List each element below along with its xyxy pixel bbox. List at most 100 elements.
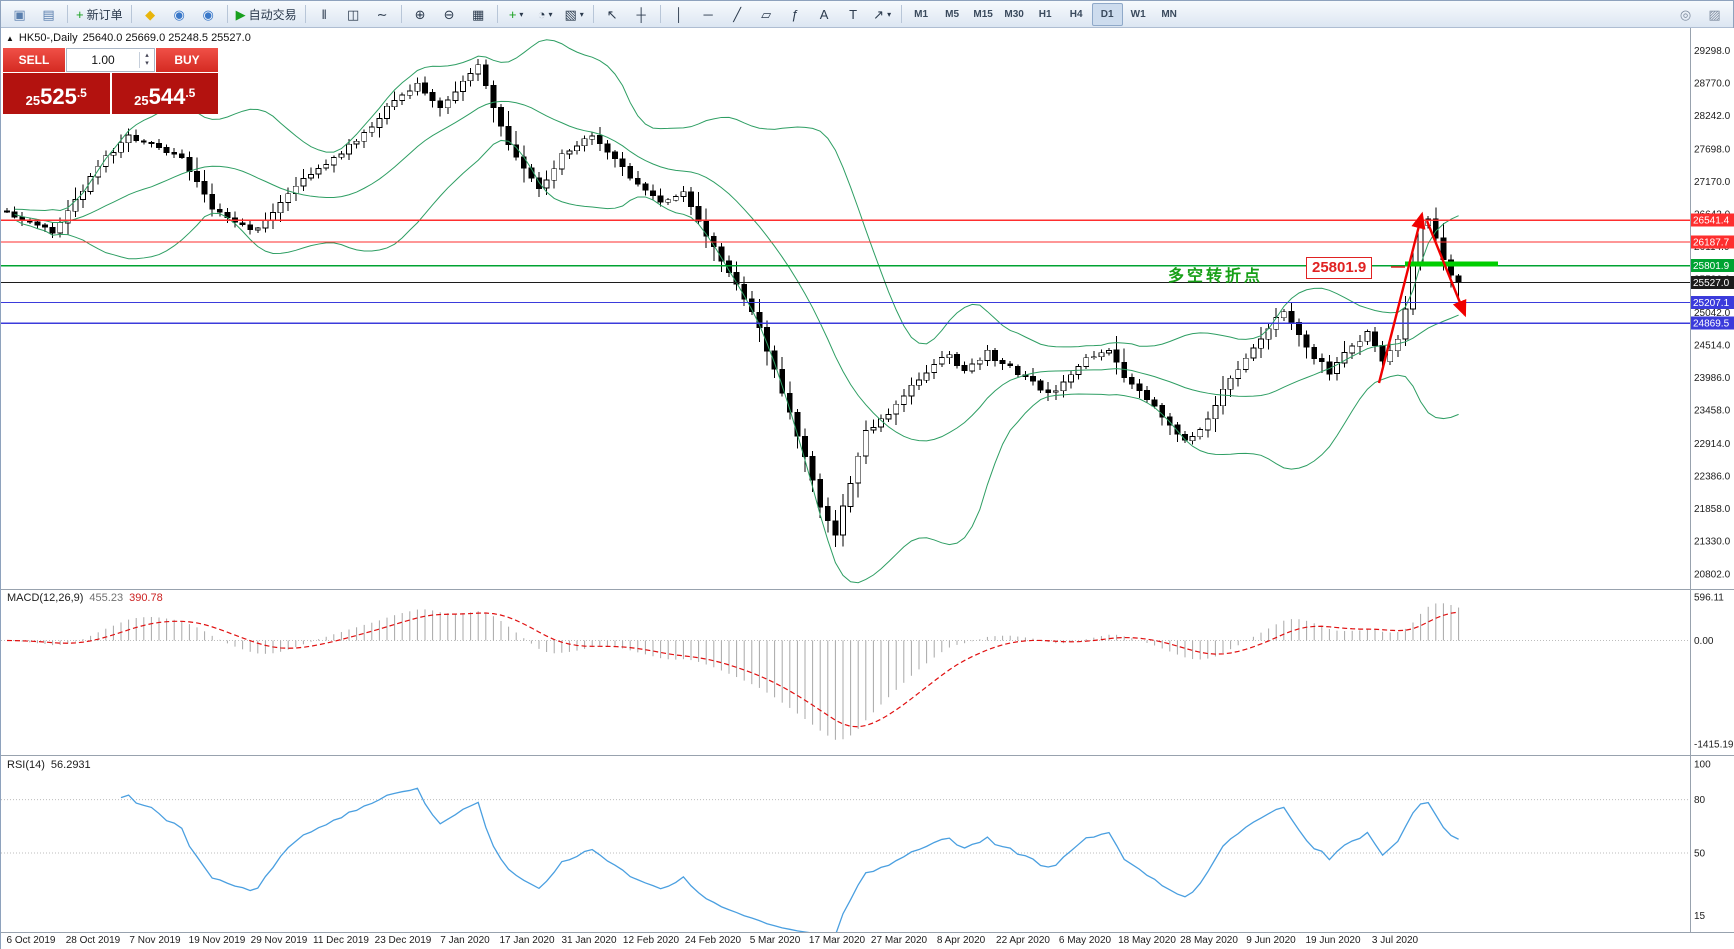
tf-w1[interactable]: W1 [1130,8,1146,20]
tf-d1[interactable]: D1 [1091,2,1123,26]
periods-icon[interactable]: ◔ ▾ [537,6,553,22]
zoom-out-icon[interactable]: ⊖ [443,6,455,22]
channel-icon[interactable]: ▱ [761,6,772,22]
new-order-button[interactable]: + 新订单 [76,6,123,22]
tf-h4[interactable]: H4 [1069,8,1083,20]
rsi-title: RSI(14) [7,759,45,771]
sell-button[interactable]: SELL [3,48,65,72]
svg-text:7 Jan 2020: 7 Jan 2020 [440,935,490,946]
svg-text:0.00: 0.00 [1694,636,1714,647]
svg-text:9 Jun 2020: 9 Jun 2020 [1246,935,1296,946]
indicators-icon[interactable]: + ▾ [508,6,524,22]
macd-pane [1,603,1690,740]
tf-h1[interactable]: H1 [1038,8,1052,20]
up-trend-arrow[interactable] [1377,211,1426,384]
svg-text:21858.0: 21858.0 [1694,504,1731,515]
fibonacci-icon[interactable]: ƒ [791,6,799,22]
tf-m1[interactable]: M1 [914,8,929,20]
sell-price-frac: .5 [76,86,87,100]
autotrading-button[interactable]: ▶ 自动交易 [235,6,297,22]
options-icon[interactable]: ▨ [1708,6,1721,22]
rsi-pane [1,787,1690,932]
tf-mn[interactable]: MN [1161,8,1177,20]
svg-text:23458.0: 23458.0 [1694,406,1731,417]
svg-text:100: 100 [1694,760,1711,771]
market-icon[interactable]: ◉ [173,6,185,22]
svg-text:11 Dec 2019: 11 Dec 2019 [313,935,369,946]
bar-chart-icon[interactable]: ‖ [321,6,327,22]
new-chart-icon[interactable]: ▣ [13,6,26,22]
svg-text:29298.0: 29298.0 [1694,46,1731,57]
chevron-down-icon: ▾ [579,9,584,19]
svg-text:24 Feb 2020: 24 Feb 2020 [685,935,742,946]
search-icon[interactable]: ◎ [1679,6,1692,22]
svg-text:7 Nov 2019: 7 Nov 2019 [129,935,181,946]
svg-text:26541.4: 26541.4 [1693,216,1730,227]
chevron-down-icon: ▾ [548,9,553,19]
candlestick-chart-icon[interactable]: ◫ [346,6,360,22]
svg-text:6 May 2020: 6 May 2020 [1059,935,1112,946]
arrows-icon[interactable]: ↗ ▾ [873,6,892,22]
line-chart-icon[interactable]: ∼ [376,6,388,22]
rsi-value: 56.2931 [50,759,91,771]
buy-price-display[interactable]: 25 544.5 [111,73,218,114]
svg-text:596.11: 596.11 [1694,592,1724,603]
buy-price-frac: .5 [185,86,196,100]
volume-input[interactable]: 1.00 ▴ ▾ [66,48,155,72]
favorites-icon[interactable]: ◆ [145,6,156,22]
down-trend-arrow[interactable] [1425,220,1467,318]
svg-text:22 Apr 2020: 22 Apr 2020 [996,935,1050,946]
svg-text:17 Jan 2020: 17 Jan 2020 [499,935,554,946]
tile-windows-icon[interactable]: ▦ [471,6,485,22]
tf-m5[interactable]: M5 [945,8,960,20]
toolbar-separator [226,5,228,23]
chart-drawings[interactable] [1377,211,1498,384]
text-icon[interactable]: A [819,6,829,22]
templates-icon[interactable]: ▧ ▾ [564,6,584,22]
svg-text:25042.0: 25042.0 [1694,308,1731,319]
volume-down-icon[interactable]: ▾ [145,60,149,67]
tf-m15[interactable]: M15 [973,8,993,20]
svg-text:23986.0: 23986.0 [1694,373,1731,384]
svg-text:31 Jan 2020: 31 Jan 2020 [561,935,616,946]
tf-m30[interactable]: M30 [1004,8,1024,20]
svg-text:28 May 2020: 28 May 2020 [1180,935,1238,946]
turning-point-price-label[interactable]: 25801.9 [1306,257,1373,279]
volume-value: 1.00 [91,53,115,67]
zoom-in-icon[interactable]: ⊕ [414,6,426,22]
label-icon[interactable]: T [849,6,858,22]
horizontal-line-icon[interactable]: ─ [703,6,713,22]
svg-text:25801.9: 25801.9 [1693,261,1730,272]
svg-text:26187.7: 26187.7 [1693,237,1730,248]
volume-up-icon[interactable]: ▴ [145,52,149,60]
svg-text:24869.5: 24869.5 [1693,319,1730,330]
toolbar-separator [592,5,594,23]
sell-price-display[interactable]: 25 525.5 [3,73,110,114]
chart-profiles-icon[interactable]: ▤ [42,6,55,22]
toolbar-separator [659,5,661,23]
one-click-trading-panel: SELL 1.00 ▴ ▾ BUY 25 525.5 25 544.5 [3,48,218,114]
macd-title: MACD(12,26,9) [7,592,84,604]
svg-text:6 Oct 2019: 6 Oct 2019 [7,935,56,946]
pane-separators[interactable] [1,28,1734,933]
svg-text:25527.0: 25527.0 [1693,278,1730,289]
svg-text:19 Nov 2019: 19 Nov 2019 [189,935,246,946]
svg-text:28 Oct 2019: 28 Oct 2019 [66,935,121,946]
symbol-ohlc: 25640.0 25669.0 25248.5 25527.0 [82,32,251,44]
svg-text:23 Dec 2019: 23 Dec 2019 [375,935,432,946]
svg-text:12 Feb 2020: 12 Feb 2020 [623,935,680,946]
cursor-icon[interactable]: ↖ [606,6,618,22]
macd-header: MACD(12,26,9) 455.23 390.78 [7,592,163,604]
community-icon[interactable]: ◉ [202,6,214,22]
buy-button[interactable]: BUY [156,48,218,72]
crosshair-icon[interactable]: ┼ [636,6,646,22]
rsi-header: RSI(14) 56.2931 [7,759,91,771]
svg-text:19 Jun 2020: 19 Jun 2020 [1305,935,1360,946]
svg-text:5 Mar 2020: 5 Mar 2020 [750,935,801,946]
trendline-icon[interactable]: ╱ [733,6,742,22]
time-axis: 6 Oct 2019 28 Oct 2019 7 Nov 2019 19 Nov 20… [7,935,1419,946]
vertical-line-icon[interactable]: │ [675,6,684,22]
svg-text:8 Apr 2020: 8 Apr 2020 [937,935,986,946]
